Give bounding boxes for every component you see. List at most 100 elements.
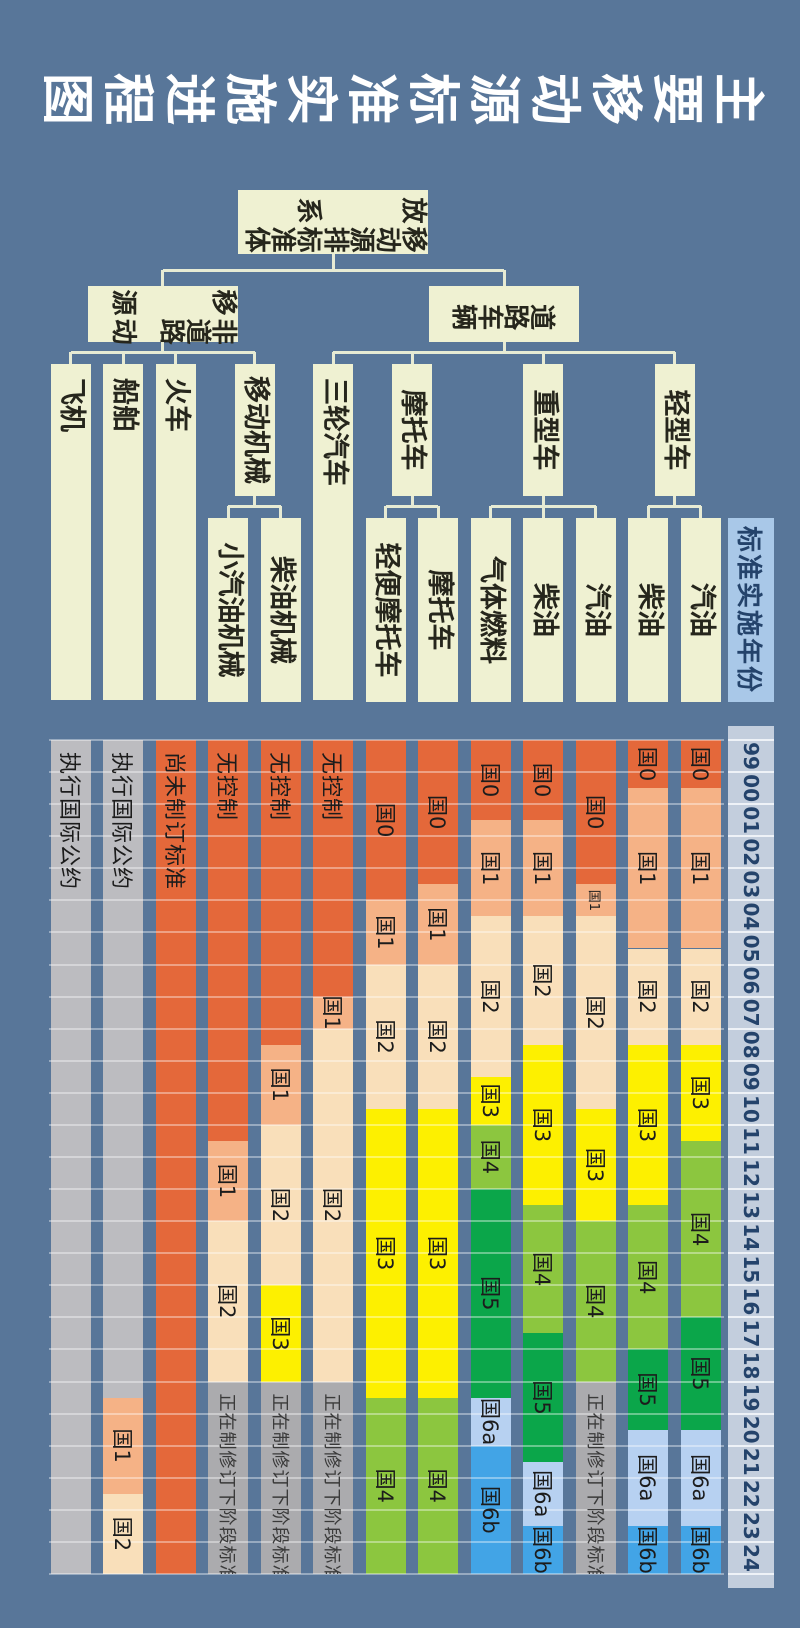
year-separator	[728, 1412, 774, 1415]
year-tick-label: 14	[739, 1223, 763, 1252]
connector-line	[699, 506, 703, 518]
segment-国6a: 国6a	[523, 1461, 564, 1526]
year-tick-label: 99	[739, 742, 763, 770]
axis-header-label: 标准实施年份	[728, 518, 774, 702]
year-tick-label: 21	[739, 1447, 763, 1476]
year-tick-label: 04	[739, 902, 763, 931]
segment-国2: 国2	[366, 964, 406, 1109]
year-tick-label: 03	[739, 870, 763, 899]
year-separator	[728, 1476, 774, 1479]
connector-line	[410, 352, 414, 364]
segment-国4: 国4	[471, 1124, 511, 1190]
segment-国0: 国0	[366, 740, 406, 901]
segment-国2: 国2	[313, 1028, 354, 1382]
gridline	[49, 1444, 724, 1447]
segment-国2: 国2	[418, 964, 459, 1109]
leaf-box-汽油: 汽油	[681, 518, 721, 702]
segment-国0: 国0	[523, 740, 564, 821]
year-separator	[728, 1573, 774, 1575]
connector-line	[542, 352, 545, 364]
year-separator	[728, 931, 774, 934]
year-separator	[728, 1156, 774, 1158]
gridline	[49, 899, 724, 902]
year-tick-label: 01	[739, 806, 763, 835]
gridline	[49, 1573, 724, 1575]
segment-国0: 国0	[576, 740, 616, 885]
segment-国2: 国2	[471, 916, 511, 1077]
connector-line	[227, 506, 230, 518]
gridline	[49, 1123, 724, 1126]
year-separator	[728, 803, 774, 806]
connector-line	[594, 506, 598, 518]
segment-国2: 国2	[103, 1493, 144, 1574]
tree-node-移动机械: 移动机械	[234, 364, 275, 496]
segment-国0: 国0	[471, 740, 511, 821]
segment-无控制: 无控制	[261, 740, 301, 1045]
gridline	[49, 771, 724, 774]
segment-国5: 国5	[628, 1349, 669, 1430]
segment-国4: 国4	[628, 1205, 669, 1350]
year-separator	[728, 963, 774, 966]
connector-line	[647, 506, 650, 518]
leaf-box-柴油: 柴油	[523, 518, 564, 702]
segment-国1: 国1	[208, 1140, 249, 1222]
tree-branch-non-road-mobile-sources: 非道路移 动源	[87, 285, 238, 344]
connector-line	[174, 352, 178, 364]
year-separator	[728, 1508, 774, 1511]
gridline	[49, 1059, 724, 1062]
segment-国3: 国3	[418, 1108, 459, 1398]
gridline	[49, 1220, 724, 1223]
gridline	[49, 1508, 724, 1511]
segment-国3: 国3	[628, 1044, 669, 1206]
segment-国2: 国2	[576, 916, 616, 1109]
segment-国3: 国3	[366, 1108, 406, 1398]
gridline	[49, 1540, 724, 1543]
connector-line	[253, 352, 257, 364]
segment-国4: 国4	[418, 1397, 459, 1574]
connector-line	[542, 496, 545, 506]
gridline	[49, 867, 724, 870]
connector-line	[673, 496, 677, 506]
segment-国6b: 国6b	[471, 1445, 511, 1574]
tree-node-摩托车: 摩托车	[392, 364, 433, 496]
segment-国1: 国1	[366, 900, 406, 965]
year-separator	[728, 1284, 774, 1287]
connector-line	[161, 342, 165, 352]
connector-line	[437, 506, 440, 518]
connector-line	[410, 496, 414, 506]
tree-root: 移动源排放 标准体系	[238, 190, 429, 254]
gridline	[49, 995, 724, 998]
connector-line	[542, 506, 545, 518]
year-separator	[728, 1348, 774, 1351]
gridline	[49, 739, 724, 741]
leaf-box-小汽油机械: 小汽油机械	[208, 518, 249, 702]
segment-国5: 国5	[523, 1333, 564, 1462]
year-tick-label: 24	[739, 1544, 763, 1572]
segment-国1: 国1	[628, 788, 669, 949]
year-tick-label: 11	[739, 1127, 763, 1155]
segment-国1: 国1	[261, 1044, 301, 1125]
connector-line	[332, 254, 335, 270]
segment-国4: 国4	[576, 1221, 616, 1382]
tree-node-船舶: 船舶	[103, 364, 144, 700]
gridline	[49, 963, 724, 966]
year-tick-label: 16	[739, 1287, 763, 1316]
tree-branch-road-vehicles: 道路 车辆	[429, 286, 580, 342]
leaf-box-气体燃料: 气体燃料	[471, 518, 511, 702]
gridline	[49, 1091, 724, 1094]
segment-无控制: 无控制	[208, 740, 249, 1141]
tree-node-火车: 火车	[156, 364, 196, 700]
segment-国3: 国3	[523, 1044, 564, 1206]
connector-line	[253, 496, 257, 506]
connector-line	[161, 270, 165, 286]
gridline	[49, 1156, 724, 1158]
year-tick-label: 15	[739, 1255, 763, 1284]
year-separator	[728, 899, 774, 902]
year-separator	[728, 995, 774, 998]
year-tick-label: 05	[739, 934, 763, 963]
year-tick-label: 10	[739, 1094, 763, 1123]
leaf-box-柴油: 柴油	[628, 518, 669, 702]
connector-line	[502, 270, 506, 286]
year-tick-label: 00	[739, 774, 763, 803]
year-separator	[728, 835, 774, 838]
